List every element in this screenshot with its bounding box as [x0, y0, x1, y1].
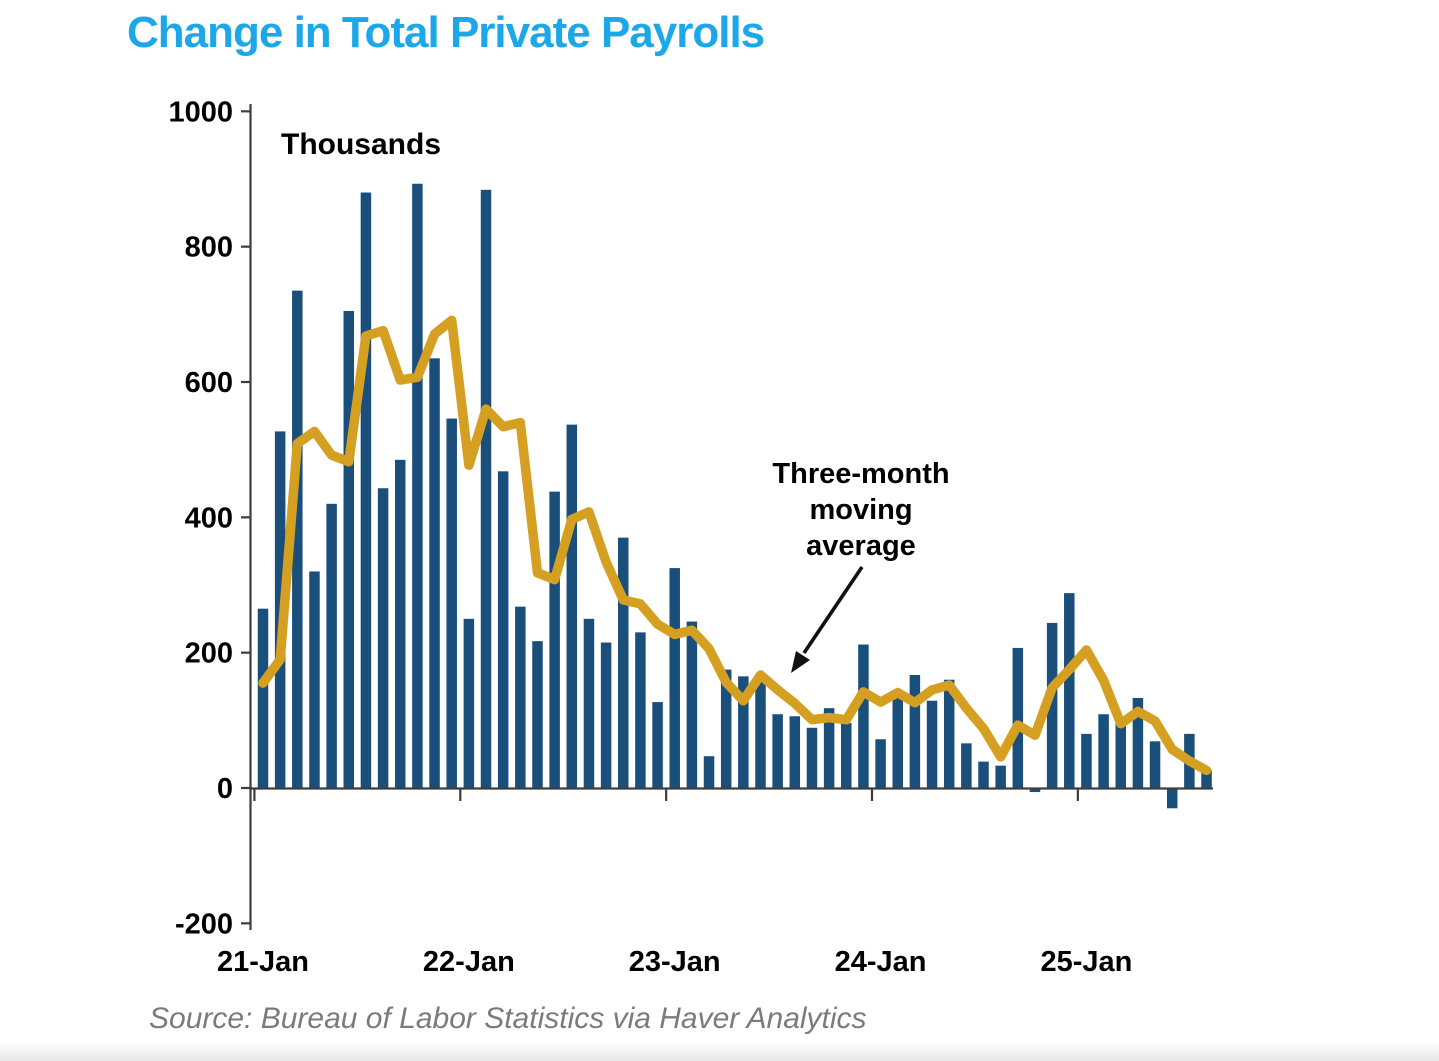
bar-2021-03 — [292, 290, 303, 788]
bar-2025-08 — [1201, 769, 1212, 788]
bar-2022-07 — [566, 424, 578, 788]
bar-2021-09 — [394, 459, 406, 788]
bar-2021-06 — [343, 310, 355, 788]
bar-2024-12 — [1064, 593, 1075, 788]
x-tick-label: 25-Jan — [1040, 946, 1132, 978]
bar-2021-07 — [360, 192, 372, 788]
bar-2024-07 — [978, 761, 989, 788]
bar-2022-01 — [463, 618, 475, 788]
bar-2021-04 — [309, 571, 320, 788]
annotation-arrow-head — [791, 651, 810, 673]
bar-2023-04 — [720, 669, 732, 788]
chart-title: Change in Total Private Payrolls — [127, 8, 765, 57]
bar-2024-10 — [1029, 788, 1041, 793]
bar-2025-06 — [1166, 788, 1178, 809]
x-tick-label: 24-Jan — [835, 946, 927, 978]
bar-2024-08 — [995, 765, 1006, 788]
x-tick-label: 22-Jan — [423, 946, 515, 978]
bar-2023-05 — [738, 676, 749, 788]
annotation-line-3: average — [806, 530, 916, 562]
bar-2024-02 — [892, 694, 903, 788]
bar-2024-06 — [961, 743, 972, 788]
page-bottom-shadow — [0, 1041, 1439, 1061]
y-tick-label: 600 — [185, 367, 233, 399]
moving-average-annotation: Three-month moving average — [741, 456, 981, 564]
y-tick-label: 400 — [185, 502, 233, 534]
bar-2024-04 — [926, 700, 938, 788]
annotation-arrow-shaft — [802, 565, 864, 655]
bar-2022-06 — [549, 491, 560, 788]
bar-2023-12 — [858, 644, 869, 788]
bar-2022-10 — [618, 537, 629, 788]
bar-2022-05 — [532, 641, 543, 788]
bar-2023-08 — [789, 716, 801, 788]
bar-2025-01 — [1081, 733, 1092, 788]
bar-2024-11 — [1046, 622, 1058, 788]
bar-2023-07 — [772, 714, 783, 788]
x-tick-label: 21-Jan — [217, 946, 309, 978]
bar-2023-01 — [669, 568, 680, 788]
bar-2021-11 — [429, 358, 440, 788]
bar-2021-08 — [377, 488, 389, 788]
source-attribution: Source: Bureau of Labor Statistics via H… — [149, 1002, 867, 1035]
bar-2024-01 — [875, 739, 886, 788]
y-tick-label: 800 — [185, 232, 233, 264]
y-axis-units-label: Thousands — [281, 128, 442, 161]
bar-2023-06 — [755, 679, 766, 788]
bar-2022-02 — [480, 189, 492, 788]
bar-2022-11 — [635, 632, 646, 788]
bar-2024-03 — [909, 674, 921, 788]
bar-2023-09 — [806, 727, 818, 788]
bar-2022-03 — [497, 471, 509, 788]
bar-2021-05 — [326, 503, 337, 788]
bar-2025-02 — [1098, 714, 1109, 788]
bar-2022-08 — [583, 618, 595, 788]
annotation-line-2: moving — [809, 494, 913, 526]
y-tick-label: 0 — [217, 773, 233, 805]
y-tick-label: 200 — [185, 638, 233, 670]
bar-2025-05 — [1149, 741, 1161, 788]
annotation-line-1: Three-month — [772, 458, 950, 490]
bar-2023-11 — [841, 723, 852, 788]
bar-2022-04 — [515, 606, 526, 788]
bar-2021-10 — [412, 183, 423, 788]
bar-2022-12 — [652, 702, 663, 788]
moving-average-line — [258, 315, 1212, 776]
bar-2023-02 — [686, 621, 698, 788]
bar-2021-12 — [446, 418, 457, 788]
bar-2023-10 — [823, 708, 835, 788]
y-tick-label: -200 — [175, 908, 233, 940]
bar-2025-04 — [1132, 698, 1144, 788]
bar-2025-03 — [1115, 723, 1126, 788]
bar-2024-09 — [1012, 647, 1024, 788]
bar-2021-01 — [257, 608, 269, 788]
bar-2023-03 — [703, 756, 715, 788]
x-tick-label: 23-Jan — [629, 946, 721, 978]
y-tick-label: 1000 — [168, 96, 233, 128]
bar-2024-05 — [943, 679, 955, 788]
bar-2022-09 — [600, 642, 612, 788]
